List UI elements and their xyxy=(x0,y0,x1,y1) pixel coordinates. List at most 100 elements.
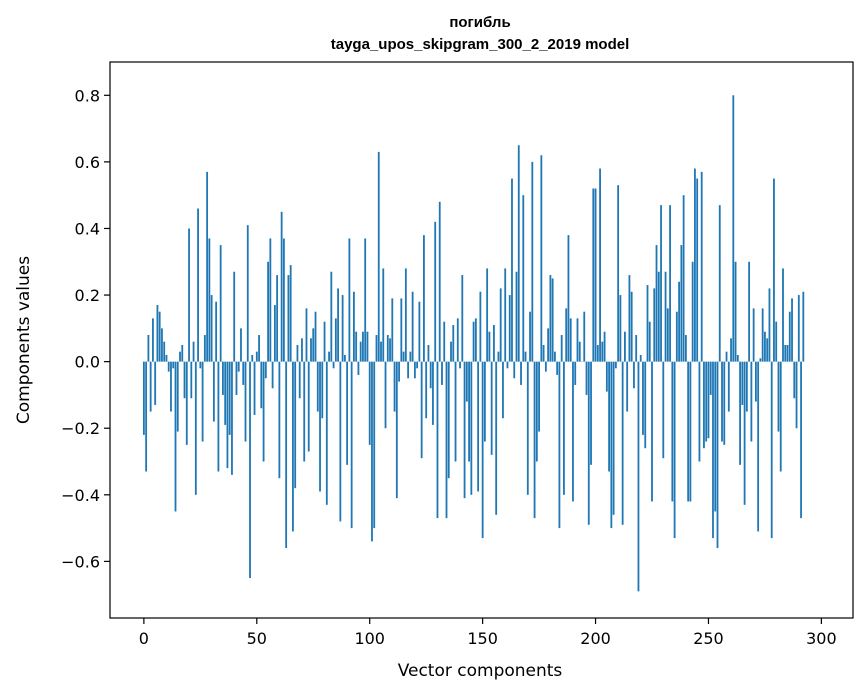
bar-66 xyxy=(292,361,294,532)
bar-212 xyxy=(621,361,624,525)
bar-147 xyxy=(474,318,477,362)
bar-291 xyxy=(800,361,802,519)
bar-17 xyxy=(181,344,184,362)
bar-254 xyxy=(716,361,719,549)
bar-109 xyxy=(389,338,391,362)
bar-287 xyxy=(791,298,793,362)
bar-106 xyxy=(382,268,385,362)
x-tick-label: 0 xyxy=(139,629,149,648)
bar-15 xyxy=(176,361,179,432)
bar-12 xyxy=(170,361,172,412)
bar-125 xyxy=(425,361,428,419)
bar-249 xyxy=(705,361,708,442)
bar-127 xyxy=(429,361,432,389)
bar-246 xyxy=(698,361,701,462)
bar-90 xyxy=(346,361,349,465)
bar-280 xyxy=(775,321,778,362)
bar-178 xyxy=(544,361,547,372)
bar-163 xyxy=(511,178,513,362)
bar-32 xyxy=(215,301,218,362)
bar-216 xyxy=(630,291,633,362)
bar-232 xyxy=(666,308,669,362)
x-axis-ticks: 0 50 100 150 200 250 300 xyxy=(139,618,837,648)
bar-46 xyxy=(246,225,249,362)
bar-1 xyxy=(145,361,148,472)
bar-73 xyxy=(307,361,310,452)
bar-149 xyxy=(479,291,482,362)
bar-156 xyxy=(495,361,498,515)
bar-116 xyxy=(404,268,407,362)
y-axis-label: Components values xyxy=(14,256,34,424)
bar-183 xyxy=(556,361,559,375)
bar-52 xyxy=(260,361,263,409)
bar-47 xyxy=(249,361,251,579)
bar-67 xyxy=(294,361,297,489)
bar-171 xyxy=(529,311,531,362)
bar-122 xyxy=(418,301,421,362)
bar-60 xyxy=(278,361,281,479)
bar-218 xyxy=(635,335,638,362)
bar-98 xyxy=(364,238,367,362)
bar-200 xyxy=(594,188,597,362)
bar-19 xyxy=(185,361,188,445)
bar-154 xyxy=(490,361,493,455)
bar-253 xyxy=(714,361,717,512)
x-tick-label: 300 xyxy=(806,629,837,648)
bar-240 xyxy=(684,335,687,362)
bar-31 xyxy=(212,361,215,422)
bar-128 xyxy=(432,361,434,425)
bar-13 xyxy=(172,361,175,369)
bar-222 xyxy=(644,361,647,449)
bar-89 xyxy=(343,354,346,362)
bar-281 xyxy=(777,361,780,432)
bar-25 xyxy=(199,361,202,369)
bar-150 xyxy=(481,361,484,539)
bar-162 xyxy=(508,295,511,362)
bar-79 xyxy=(321,361,324,419)
bar-138 xyxy=(454,361,457,462)
bar-48 xyxy=(251,354,254,362)
bar-199 xyxy=(592,188,595,362)
bar-105 xyxy=(380,341,382,362)
bar-111 xyxy=(393,361,396,412)
bar-26 xyxy=(201,361,204,442)
bar-215 xyxy=(628,275,631,362)
bar-223 xyxy=(646,285,649,362)
bar-175 xyxy=(538,361,540,432)
bar-217 xyxy=(633,361,635,389)
bar-211 xyxy=(619,295,622,362)
bar-191 xyxy=(574,361,577,385)
bar-81 xyxy=(325,361,328,505)
bar-272 xyxy=(757,361,760,532)
bar-174 xyxy=(535,361,538,462)
bar-234 xyxy=(671,361,674,502)
bar-256 xyxy=(721,361,723,442)
bar-266 xyxy=(743,361,746,505)
bar-124 xyxy=(423,235,425,362)
bar-259 xyxy=(727,361,730,412)
bar-20 xyxy=(188,228,190,362)
bar-226 xyxy=(653,288,656,362)
bar-99 xyxy=(366,331,369,362)
bar-42 xyxy=(237,361,240,372)
bar-252 xyxy=(712,361,714,539)
bar-161 xyxy=(506,361,509,369)
x-tick-label: 150 xyxy=(467,629,498,648)
bar-208 xyxy=(612,361,615,515)
y-axis-ticks: −0.6 −0.4 −0.2 0.0 0.2 0.4 0.6 0.8 xyxy=(61,86,110,571)
bar-137 xyxy=(452,325,455,362)
bar-248 xyxy=(703,361,705,449)
bar-250 xyxy=(707,361,710,439)
bar-231 xyxy=(664,271,667,362)
bar-277 xyxy=(768,288,771,362)
bar-63 xyxy=(285,361,288,549)
bar-160 xyxy=(504,268,507,362)
bar-38 xyxy=(228,361,231,435)
bar-70 xyxy=(301,338,303,362)
bar-10 xyxy=(165,354,168,362)
bar-87 xyxy=(339,361,342,522)
bar-123 xyxy=(420,361,423,459)
bar-261 xyxy=(732,95,735,362)
bar-227 xyxy=(655,245,658,362)
bar-170 xyxy=(526,361,529,495)
